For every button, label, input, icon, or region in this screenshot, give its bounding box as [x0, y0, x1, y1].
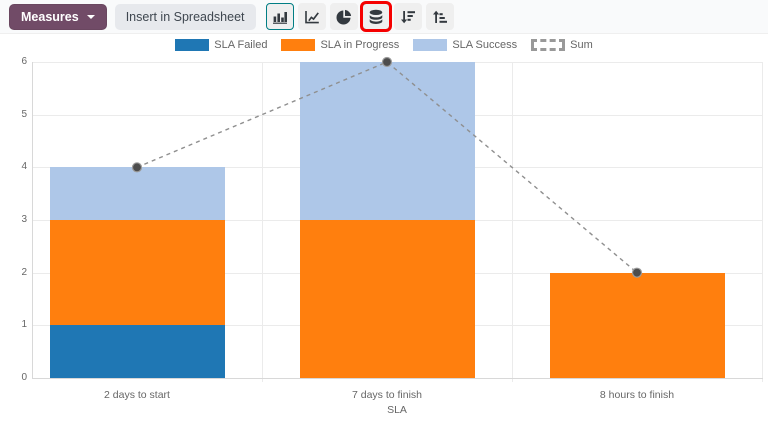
- x-axis-category-label: 8 hours to finish: [599, 389, 675, 401]
- chart-type-button-group: [265, 1, 454, 32]
- legend-label: SLA Success: [452, 39, 518, 51]
- line-chart-icon: [304, 10, 319, 23]
- legend-swatch: [413, 39, 448, 51]
- x-axis-title: SLA: [387, 404, 407, 416]
- legend-swatch: [175, 39, 210, 51]
- pie-chart-button[interactable]: [329, 3, 358, 30]
- legend-label: SLA Failed: [214, 39, 268, 51]
- y-axis-tick-label: 0: [21, 372, 27, 383]
- gridline-vertical: [762, 62, 763, 382]
- bar-chart-button[interactable]: [265, 3, 294, 30]
- y-axis-tick-label: 2: [21, 266, 27, 278]
- sort-descending-button[interactable]: [393, 3, 422, 30]
- gridline-vertical: [512, 62, 513, 382]
- legend-label: SLA in Progress: [320, 39, 400, 51]
- sort-descending-icon: [400, 10, 415, 23]
- measures-button[interactable]: Measures: [9, 3, 107, 30]
- legend-swatch: [531, 39, 566, 51]
- sort-ascending-icon: [432, 10, 447, 23]
- control-panel: Measures Insert in Spreadsheet: [0, 0, 768, 34]
- insert-in-spreadsheet-button[interactable]: Insert in Spreadsheet: [114, 3, 256, 30]
- bar-segment[interactable]: [49, 220, 225, 326]
- gridline-vertical: [262, 62, 263, 382]
- legend-label: Sum: [570, 39, 593, 51]
- x-axis-line: [32, 378, 763, 379]
- bar-segment[interactable]: [49, 167, 225, 220]
- y-axis-tick-label: 1: [21, 319, 27, 331]
- y-axis-tick-label: 3: [21, 214, 27, 225]
- bar-segment[interactable]: [549, 272, 725, 378]
- bar-segment[interactable]: [299, 220, 475, 378]
- line-chart-button[interactable]: [297, 3, 326, 30]
- y-axis-tick-label: 4: [21, 161, 27, 173]
- x-axis-category-label: 2 days to start: [104, 389, 170, 401]
- y-axis-tick-label: 5: [21, 108, 27, 120]
- legend-item-sla-in-progress[interactable]: SLA in Progress: [281, 39, 399, 51]
- bar-segment[interactable]: [49, 325, 225, 378]
- legend-item-sla-success[interactable]: SLA Success: [413, 39, 517, 51]
- legend-item-sla-failed[interactable]: SLA Failed: [175, 39, 267, 51]
- x-axis-category-label: 7 days to finish: [351, 389, 423, 401]
- stacked-icon: [369, 9, 382, 24]
- pie-chart-icon: [336, 9, 351, 24]
- chart-legend: SLA Failed SLA in Progress SLA Success Sum: [0, 39, 768, 51]
- y-axis-line: [32, 62, 33, 379]
- y-axis-tick-label: 6: [21, 56, 27, 67]
- sort-ascending-button[interactable]: [425, 3, 454, 30]
- legend-swatch: [281, 39, 316, 51]
- legend-item-sum[interactable]: Sum: [531, 39, 593, 51]
- measures-label: Measures: [21, 9, 79, 24]
- caret-down-icon: [86, 14, 95, 19]
- bar-chart-icon: [272, 11, 287, 24]
- stacked-toggle-button[interactable]: [359, 1, 392, 32]
- bar-segment[interactable]: [299, 62, 475, 220]
